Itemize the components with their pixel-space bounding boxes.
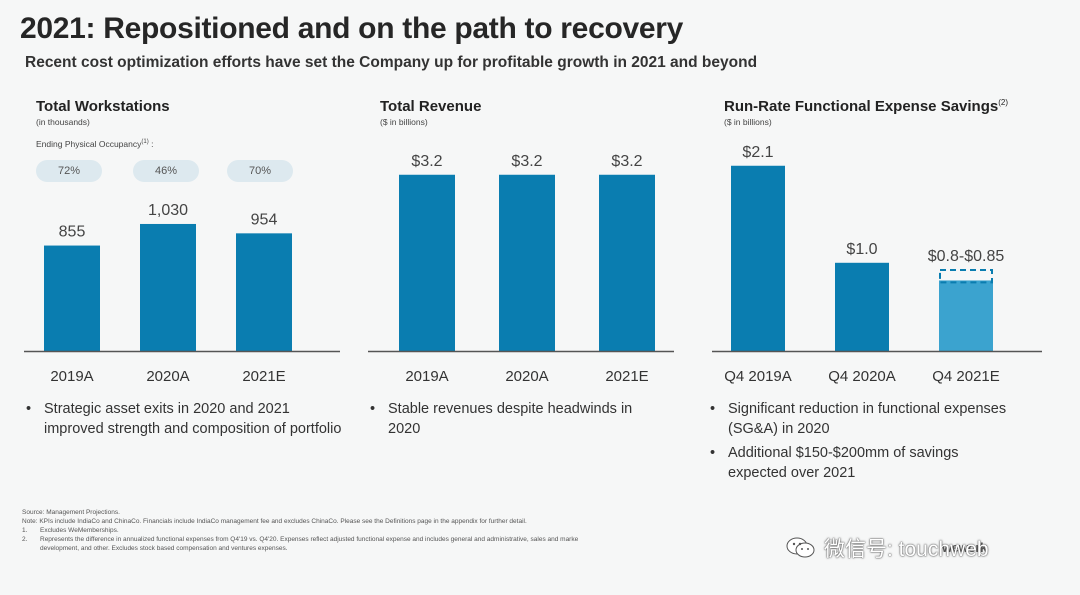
- data-label: $3.2: [511, 153, 542, 170]
- footnote-source: Source: Management Projections.: [22, 509, 120, 516]
- savings-panel: Run-Rate Functional Expense Savings(2) (…: [712, 96, 1042, 476]
- footnote-item: 1. Excludes WeMemberships.: [22, 527, 119, 534]
- occupancy-pill: 70%: [227, 160, 293, 182]
- page-subtitle: Recent cost optimization efforts have se…: [25, 54, 758, 71]
- savings-unit: ($ in billions): [724, 117, 772, 127]
- bar: [399, 174, 455, 351]
- category-label: 2020A: [505, 368, 548, 385]
- bar: [236, 233, 292, 351]
- savings-chart: $2.1 Q4 2019A $1.0 Q4 2020A $0.8-$0.85 Q4 202…: [712, 144, 1042, 385]
- range-box: [939, 269, 993, 284]
- bullet-item: • Strategic asset exits in 2020 and 2021 …: [26, 401, 342, 437]
- category-label: 2019A: [50, 368, 93, 385]
- revenue-chart: $3.2 2019A $3.2 2020A $3.2 2021E: [368, 153, 674, 385]
- bullet-item: • Stable revenues despite headwinds in 20…: [370, 401, 633, 437]
- occupancy-pill: 46%: [133, 160, 199, 182]
- bar: [599, 174, 655, 351]
- category-label: 2020A: [146, 368, 189, 385]
- bullet-item: • Additional $150-$200mm of savings expec…: [710, 445, 959, 481]
- revenue-bullets: • Stable revenues despite headwinds in 20…: [368, 399, 668, 443]
- footnotes: Source: Management Projections. Note: KP…: [22, 508, 802, 553]
- data-label: 954: [251, 211, 278, 228]
- data-label: $1.0: [846, 241, 877, 258]
- brand-logo: wework: [942, 540, 987, 555]
- workstations-title: Total Workstations: [36, 98, 170, 115]
- bullet-item: • Significant reduction in functional exp…: [710, 401, 1007, 437]
- bar: [939, 280, 993, 351]
- category-label: Q4 2019A: [724, 368, 792, 385]
- bar: [499, 174, 555, 351]
- category-label: 2019A: [405, 368, 448, 385]
- page-title: 2021: Repositioned and on the path to re…: [20, 12, 684, 45]
- category-label: Q4 2020A: [828, 368, 896, 385]
- data-label: $3.2: [411, 153, 442, 170]
- revenue-title: Total Revenue: [380, 98, 482, 115]
- savings-bullets: • Significant reduction in functional exp…: [708, 399, 1008, 487]
- footnote-item: 2. Represents the difference in annualize…: [22, 536, 579, 543]
- bar: [44, 245, 100, 351]
- bar: [731, 165, 785, 351]
- revenue-unit: ($ in billions): [380, 117, 428, 127]
- workstations-panel: Total Workstations (in thousands) Ending…: [24, 96, 340, 476]
- data-label: 855: [59, 224, 86, 241]
- occupancy-pill: 72%: [36, 160, 102, 182]
- savings-title: Run-Rate Functional Expense Savings(2): [724, 98, 1008, 115]
- workstations-unit: (in thousands): [36, 117, 90, 127]
- footnote-item: development, and other. Excludes stock b…: [40, 545, 288, 552]
- workstations-chart: 855 2019A 1,030 2020A 954 2021E: [24, 202, 340, 385]
- category-label: 2021E: [242, 368, 285, 385]
- watermark: 微信号: touchweb: [786, 533, 989, 563]
- wechat-icon: [786, 537, 815, 558]
- bar: [140, 223, 196, 351]
- data-label: 1,030: [148, 202, 188, 219]
- workstations-bullets: • Strategic asset exits in 2020 and 2021 …: [24, 399, 344, 443]
- watermark-text: 微信号: touchweb: [824, 538, 989, 561]
- category-label: Q4 2021E: [932, 368, 1000, 385]
- occupancy-label: Ending Physical Occupancy(1) :: [36, 139, 154, 149]
- data-label: $2.1: [742, 144, 773, 161]
- data-label: $0.8-$0.85: [928, 248, 1005, 265]
- bar: [835, 262, 889, 351]
- revenue-panel: Total Revenue ($ in billions) $3.2 2019A $…: [368, 96, 674, 476]
- footnote-note: Note: KPIs include IndiaCo and ChinaCo. …: [22, 518, 527, 525]
- data-label: $3.2: [611, 153, 642, 170]
- category-label: 2021E: [605, 368, 648, 385]
